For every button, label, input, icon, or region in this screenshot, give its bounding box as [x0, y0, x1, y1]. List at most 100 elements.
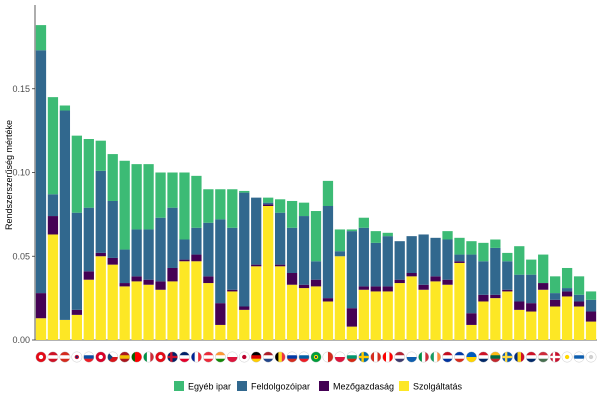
bar-segment-feldolgoz-ipar [526, 274, 537, 304]
bar-segment-szolg-ltat-s [370, 291, 381, 340]
flag-icon [59, 351, 71, 363]
bar-segment-feldolgoz-ipar [167, 207, 178, 268]
flag-icon [131, 351, 143, 363]
flag-icon [394, 351, 406, 363]
bar-segment-szolg-ltat-s [382, 291, 393, 340]
flag-icon [346, 351, 358, 363]
bar-segment-mez-gazdas-g [406, 273, 417, 277]
flag-icon [310, 351, 322, 363]
flag-icon [286, 351, 298, 363]
bar-segment-feldolgoz-ipar [35, 50, 47, 294]
bar-segment-egy-b-ipar [35, 25, 47, 51]
flag-icon [573, 351, 585, 363]
flag-icon [561, 351, 573, 363]
flag-icon [250, 351, 262, 363]
bar-segment-mez-gazdas-g [430, 276, 441, 282]
flag-icon [71, 351, 83, 363]
bar-segment-feldolgoz-ipar [215, 219, 226, 304]
bar-segment-mez-gazdas-g [47, 216, 59, 235]
bar-segment-egy-b-ipar [263, 197, 274, 203]
bar-segment-mez-gazdas-g [573, 301, 585, 307]
bar-segment-egy-b-ipar [274, 199, 286, 213]
bar-segment-mez-gazdas-g [239, 306, 250, 310]
bar-segment-mez-gazdas-g [478, 294, 489, 302]
bar-segment-feldolgoz-ipar [83, 207, 94, 272]
bar-segment-egy-b-ipar [191, 175, 202, 228]
bar-segment-feldolgoz-ipar [298, 216, 310, 285]
bar-segment-egy-b-ipar [286, 200, 298, 228]
x-axis-flags [35, 351, 597, 363]
bar-segment-mez-gazdas-g [454, 261, 465, 263]
bar-segment-feldolgoz-ipar [227, 227, 238, 290]
bar-segment-szolg-ltat-s [143, 284, 154, 340]
bar-segment-szolg-ltat-s [47, 234, 59, 340]
bar-segment-mez-gazdas-g [561, 291, 573, 297]
bar-segment-mez-gazdas-g [358, 286, 369, 290]
bar-segment-szolg-ltat-s [167, 281, 178, 341]
bar-segment-szolg-ltat-s [203, 283, 214, 340]
bar-segment-egy-b-ipar [382, 232, 393, 237]
legend-label: Mezőgazdaság [333, 382, 394, 392]
flag-icon [298, 351, 310, 363]
bar-segment-szolg-ltat-s [573, 306, 585, 340]
bar-segment-feldolgoz-ipar [155, 217, 166, 282]
bar-segment-szolg-ltat-s [239, 309, 250, 340]
bar-segment-szolg-ltat-s [442, 284, 453, 340]
bar-segment-feldolgoz-ipar [131, 229, 142, 277]
bar-segment-feldolgoz-ipar [490, 247, 501, 295]
bar-segment-egy-b-ipar [143, 164, 154, 230]
bar-segment-szolg-ltat-s [585, 321, 597, 340]
bar-segment-szolg-ltat-s [322, 301, 334, 340]
bar-segment-mez-gazdas-g [35, 293, 47, 319]
bar-segment-feldolgoz-ipar [191, 227, 202, 255]
bar-segment-mez-gazdas-g [155, 281, 166, 290]
bar-segment-egy-b-ipar [298, 202, 310, 217]
bar-segment-mez-gazdas-g [274, 264, 286, 267]
bar-segment-szolg-ltat-s [107, 264, 118, 341]
y-tick-label: 0.15 [12, 84, 30, 94]
bar-segment-mez-gazdas-g [490, 294, 501, 299]
flag-icon [155, 351, 166, 363]
bar-segment-szolg-ltat-s [227, 291, 238, 340]
bar-segment-egy-b-ipar [358, 217, 369, 228]
bar-segment-feldolgoz-ipar [322, 206, 334, 299]
bar-segment-egy-b-ipar [370, 231, 381, 243]
bar-segment-szolg-ltat-s [502, 291, 513, 340]
flag-icon [214, 351, 226, 363]
bar-segment-feldolgoz-ipar [514, 274, 525, 302]
bar-segment-egy-b-ipar [490, 239, 501, 248]
flag-icon [143, 351, 154, 363]
flag-icon [537, 351, 549, 363]
bar-segment-mez-gazdas-g [502, 289, 513, 292]
flag-icon [107, 351, 119, 363]
flag-icon [202, 351, 214, 363]
flag-icon [47, 351, 59, 363]
bar-segment-egy-b-ipar [573, 276, 585, 295]
bar-segment-mez-gazdas-g [394, 279, 405, 284]
bar-segment-mez-gazdas-g [143, 279, 154, 285]
bar-segment-feldolgoz-ipar [561, 288, 573, 292]
bar-segment-szolg-ltat-s [454, 262, 465, 340]
flag-icon [478, 351, 489, 363]
bar-segment-feldolgoz-ipar [119, 249, 130, 284]
flag-icon [262, 351, 274, 363]
flag-icon [489, 351, 501, 363]
bar-segment-mez-gazdas-g [442, 279, 453, 285]
flag-icon [83, 351, 95, 363]
bar-segment-feldolgoz-ipar [502, 261, 513, 290]
bar-segment-mez-gazdas-g [203, 276, 214, 284]
bar-segment-egy-b-ipar [71, 135, 82, 213]
bar-segment-egy-b-ipar [310, 211, 322, 262]
bar-segment-szolg-ltat-s [394, 283, 405, 340]
bar-segment-egy-b-ipar [561, 267, 573, 289]
bar-segment-egy-b-ipar [466, 241, 477, 255]
bar-segment-feldolgoz-ipar [334, 251, 346, 257]
bar-segment-feldolgoz-ipar [263, 202, 274, 205]
bar-segment-mez-gazdas-g [119, 283, 130, 287]
bar-segment-szolg-ltat-s [334, 256, 346, 340]
bar-segment-szolg-ltat-s [526, 311, 537, 340]
flag-icon [549, 351, 561, 363]
flag-icon [430, 351, 441, 363]
bar-segment-egy-b-ipar [526, 259, 537, 275]
bar-segment-szolg-ltat-s [95, 256, 106, 340]
